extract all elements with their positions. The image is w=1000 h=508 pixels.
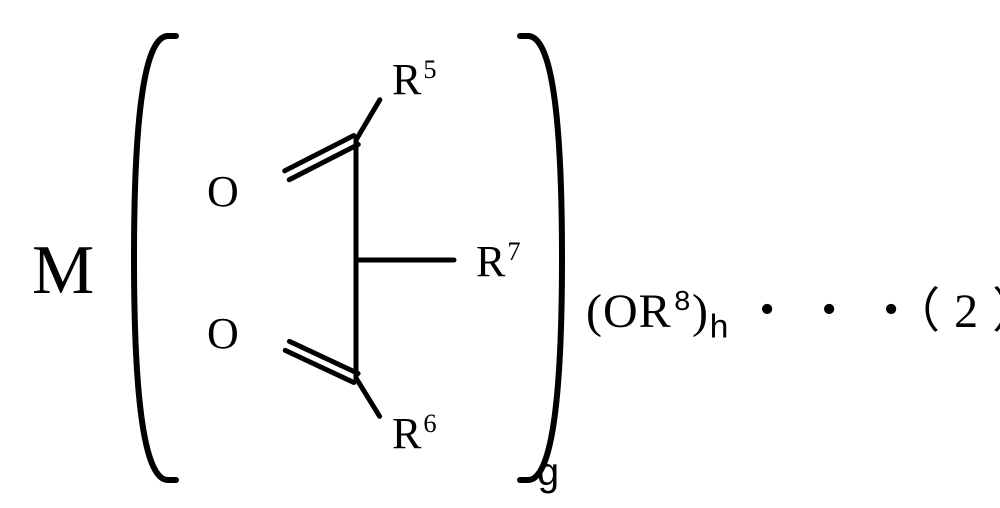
r5-sup: 5 bbox=[423, 54, 436, 84]
rhs-tail: ・ ・ ・（ 2 ） bbox=[730, 285, 1000, 338]
oxygen-top-label: O bbox=[207, 170, 239, 214]
r6-base: R bbox=[392, 409, 421, 458]
r7-sup: 7 bbox=[507, 236, 520, 266]
r5-label: R5 bbox=[392, 58, 437, 102]
r6-label: R6 bbox=[392, 412, 437, 456]
r7-label: R7 bbox=[476, 240, 521, 284]
r6-sup: 6 bbox=[423, 408, 436, 438]
rhs-sub-h: h bbox=[709, 311, 730, 349]
metal-M-label: M bbox=[32, 236, 94, 306]
rhs-open: (OR bbox=[586, 285, 672, 338]
r7-base: R bbox=[476, 237, 505, 286]
formula-stage: M O O R5 R6 R7 g (OR8)h ・ ・ ・（ 2 ） bbox=[0, 0, 1000, 503]
oxygen-bottom-label: O bbox=[207, 312, 239, 356]
rhs-expression: (OR8)h ・ ・ ・（ 2 ） bbox=[586, 288, 1000, 336]
r5-base: R bbox=[392, 55, 421, 104]
rhs-sup8: 8 bbox=[674, 286, 692, 319]
rhs-close: ) bbox=[692, 285, 709, 338]
subscript-g: g bbox=[536, 456, 560, 496]
